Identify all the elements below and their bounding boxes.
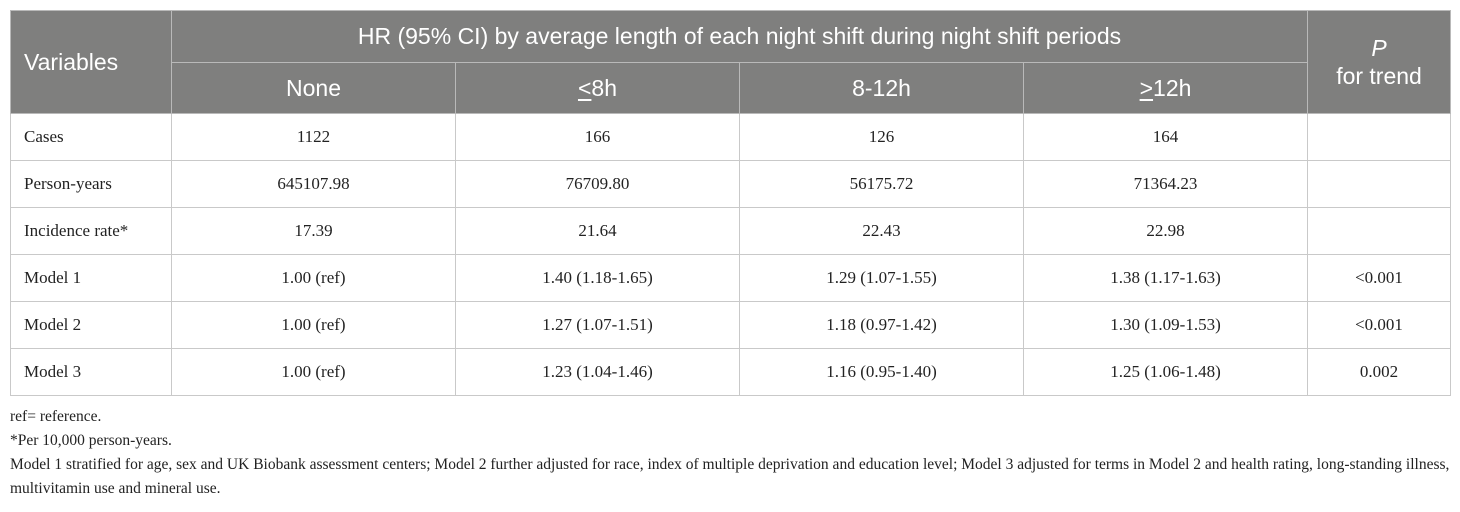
table-cell: 1.27 (1.07-1.51) [455,301,740,349]
table-cell: 22.43 [739,207,1024,255]
header-variables: Variables [10,10,172,114]
header-sub-column: 8-12h [739,62,1024,114]
table-cell: 126 [739,113,1024,161]
table-cell: 1.23 (1.04-1.46) [455,348,740,396]
table-cell: 76709.80 [455,160,740,208]
table-cell: 56175.72 [739,160,1024,208]
table-cell: 166 [455,113,740,161]
header-p-label: P [1371,35,1387,61]
header-sub-underlined: < [577,74,592,101]
p-trend-cell [1307,113,1452,161]
table-cell: 164 [1022,113,1309,161]
table-row: Incidence rate* 17.39 21.64 22.43 22.98 [10,207,1452,255]
header-sub-underlined: > [1139,74,1154,101]
header-group-title: HR (95% CI) by average length of each ni… [170,10,1309,63]
table-cell: 1.00 (ref) [171,301,456,349]
header-sub-column: <8h [455,62,740,114]
table-cell: 1.25 (1.06-1.48) [1022,348,1309,396]
p-trend-cell: 0.002 [1307,348,1452,396]
table-cell: 1.18 (0.97-1.42) [739,301,1024,349]
table-row: Model 1 1.00 (ref) 1.40 (1.18-1.65) 1.29 (1… [10,254,1452,302]
table-cell: 71364.23 [1022,160,1309,208]
row-label: Person-years [10,160,172,208]
table-row: Person-years 645107.98 76709.80 56175.72 713… [10,160,1452,208]
row-label: Model 2 [10,301,172,349]
footnote-models: Model 1 stratified for age, sex and UK B… [10,456,1450,497]
table-row: Model 3 1.00 (ref) 1.23 (1.04-1.46) 1.16 (0… [10,348,1452,396]
hr-table: Variables HR (95% CI) by average length … [10,10,1452,396]
table-container: Variables HR (95% CI) by average length … [10,10,1452,501]
header-p-for-trend: P for trend [1307,10,1452,114]
row-label: Model 3 [10,348,172,396]
row-label: Incidence rate* [10,207,172,255]
header-sub-text: 8-12h [852,74,911,101]
header-sub-column: >12h [1022,62,1309,114]
table-cell: 17.39 [171,207,456,255]
table-cell: 1122 [171,113,456,161]
row-label: Model 1 [10,254,172,302]
footnote-ref: ref= reference. [10,408,102,425]
table-cell: 645107.98 [171,160,456,208]
p-trend-cell [1307,207,1452,255]
table-cell: 22.98 [1022,207,1309,255]
p-trend-cell: <0.001 [1307,254,1452,302]
p-trend-cell: <0.001 [1307,301,1452,349]
table-cell: 1.29 (1.07-1.55) [739,254,1024,302]
header-sub-column: None [171,62,456,114]
header-sub-text: None [286,74,341,101]
table-cell: 1.00 (ref) [171,254,456,302]
table-cell: 1.30 (1.09-1.53) [1022,301,1309,349]
p-trend-cell [1307,160,1452,208]
table-cell: 1.16 (0.95-1.40) [739,348,1024,396]
row-label: Cases [10,113,172,161]
table-cell: 21.64 [455,207,740,255]
table-cell: 1.38 (1.17-1.63) [1022,254,1309,302]
table-cell: 1.00 (ref) [171,348,456,396]
table-footnotes: ref= reference. *Per 10,000 person-years… [10,405,1450,501]
header-p-sub: for trend [1336,63,1422,89]
table-cell: 1.40 (1.18-1.65) [455,254,740,302]
header-sub-text: 12h [1153,74,1192,101]
header-sub-text: 8h [591,74,618,101]
footnote-per: *Per 10,000 person-years. [10,432,172,449]
table-row: Model 2 1.00 (ref) 1.27 (1.07-1.51) 1.18 (0… [10,301,1452,349]
table-row: Cases 1122 166 126 164 [10,113,1452,161]
